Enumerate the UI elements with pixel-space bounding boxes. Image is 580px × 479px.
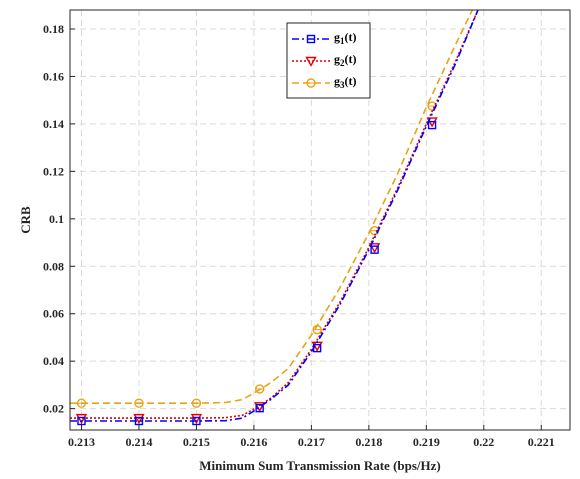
x-tick-label: 0.213 bbox=[68, 435, 95, 449]
legend-label: g3(t) bbox=[334, 74, 357, 90]
y-tick-label: 0.14 bbox=[43, 117, 64, 131]
x-tick-label: 0.215 bbox=[183, 435, 210, 449]
y-tick-label: 0.18 bbox=[43, 22, 64, 36]
legend-label: g2(t) bbox=[334, 52, 357, 68]
data-point-2 bbox=[75, 413, 88, 425]
series-line-3 bbox=[70, 9, 474, 405]
data-point-2 bbox=[368, 243, 381, 254]
x-axis-label: Minimum Sum Transmission Rate (bps/Hz) bbox=[199, 458, 441, 473]
data-point-1 bbox=[427, 120, 437, 130]
data-point-1 bbox=[312, 343, 322, 353]
legend: g1(t) g2(t) g3(t) bbox=[286, 22, 371, 99]
data-point-2 bbox=[253, 402, 266, 413]
y-tick-label: 0.02 bbox=[43, 402, 64, 416]
axis-ticks: 0.213 0.214 0.215 0.216 0.217 0.218 0.219 0.22 0… bbox=[43, 22, 555, 449]
legend-label: g1(t) bbox=[334, 30, 357, 46]
y-tick-label: 0.16 bbox=[43, 69, 64, 83]
x-tick-label: 0.214 bbox=[125, 435, 152, 449]
series-1 bbox=[70, 9, 479, 426]
x-tick-label: 0.217 bbox=[298, 435, 325, 449]
x-tick-label: 0.218 bbox=[355, 435, 382, 449]
data-point-1 bbox=[192, 416, 201, 426]
y-tick-label: 0.04 bbox=[43, 354, 64, 368]
x-tick-label: 0.216 bbox=[240, 435, 267, 449]
data-point-1 bbox=[255, 403, 264, 413]
y-tick-label: 0.12 bbox=[43, 164, 64, 178]
series-layer bbox=[70, 9, 479, 426]
series-line-2 bbox=[70, 9, 479, 419]
x-tick-label: 0.22 bbox=[473, 435, 494, 449]
y-tick-label: 0.06 bbox=[43, 307, 64, 321]
series-3 bbox=[70, 9, 474, 408]
y-axis-label: CRB bbox=[18, 206, 33, 234]
y-tick-label: 0.08 bbox=[43, 259, 64, 273]
legend-marker bbox=[306, 34, 316, 44]
plot-frame bbox=[69, 9, 571, 431]
x-tick-label: 0.221 bbox=[528, 435, 555, 449]
data-point-2 bbox=[190, 413, 203, 425]
data-point-1 bbox=[77, 416, 86, 426]
y-tick-label: 0.1 bbox=[49, 212, 64, 226]
legend-marker bbox=[305, 56, 317, 67]
data-point-2 bbox=[133, 413, 145, 425]
x-tick-label: 0.219 bbox=[413, 435, 440, 449]
data-point-1 bbox=[370, 245, 379, 254]
data-point-1 bbox=[134, 416, 144, 426]
series-line-1 bbox=[70, 9, 479, 422]
